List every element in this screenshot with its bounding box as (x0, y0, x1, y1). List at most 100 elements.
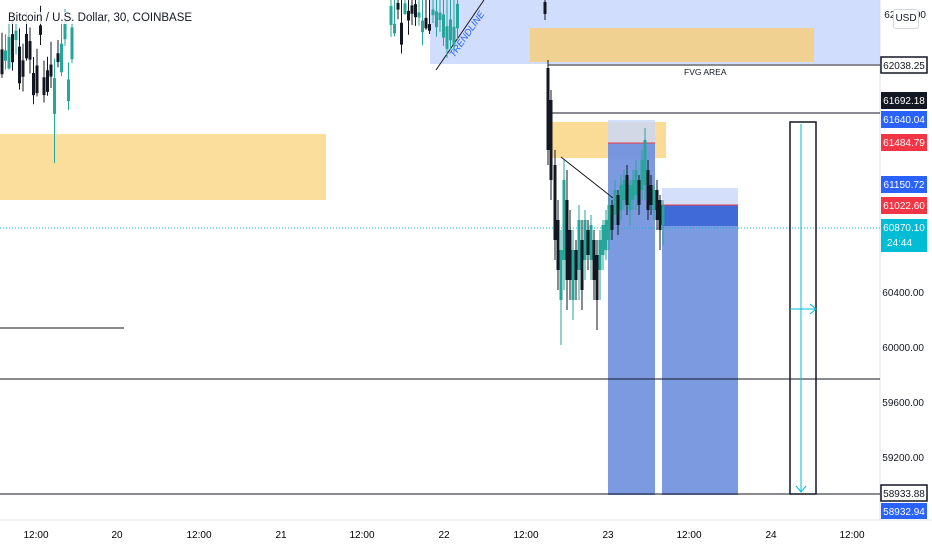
time-tick-label: 12:00 (349, 530, 374, 541)
time-tick-label: 12:00 (676, 530, 701, 541)
price-label-text: 58932.94 (883, 507, 925, 518)
candle-body (424, 17, 428, 29)
position-2-target-zone[interactable] (662, 205, 738, 495)
candle-body (613, 190, 617, 215)
candle-body (643, 140, 647, 185)
candle-body (11, 34, 14, 63)
price-tick-label: 60400.00 (882, 288, 924, 299)
candle-body (640, 160, 644, 190)
candle-body (21, 60, 25, 77)
price-label-58933 (880, 484, 928, 502)
candle-body (438, 12, 442, 20)
price-label-text: 61692.18 (883, 96, 925, 107)
candle-body (18, 46, 21, 84)
candle-body (56, 53, 60, 62)
candle-body (546, 68, 550, 150)
price-label-61484 (881, 134, 927, 151)
candle-body (407, 10, 410, 21)
price-label-58932 (881, 503, 927, 519)
fvg-orange-zone[interactable] (530, 28, 814, 62)
price-label-text: 60870.10 (883, 223, 925, 234)
candle-body (35, 65, 39, 94)
price-label-text: 61022.60 (883, 201, 925, 212)
price-label-text: 62038.25 (883, 61, 925, 72)
candle-body (70, 27, 74, 60)
position-2-stop-zone[interactable] (662, 188, 738, 206)
time-tick-label: 20 (111, 530, 123, 541)
candle-body (610, 205, 614, 230)
price-label-current (881, 219, 927, 252)
candle-body (577, 220, 581, 270)
candle-body (601, 225, 605, 255)
candle-body (39, 25, 42, 35)
countdown-label: 24:44 (887, 238, 912, 249)
candle-body (622, 180, 626, 200)
candle-body (449, 19, 452, 41)
candle-body (4, 50, 7, 61)
candle-body (637, 180, 641, 205)
candle-body (646, 170, 650, 210)
candle-body (556, 220, 560, 270)
candle-body (442, 14, 445, 38)
candle-body (0, 49, 4, 75)
currency-button[interactable]: USD (893, 9, 919, 29)
candle-body (393, 23, 396, 34)
time-tick-label: 21 (275, 530, 287, 541)
candle-body (49, 64, 53, 77)
price-label-61150 (881, 176, 927, 193)
candle-body (410, 5, 414, 14)
candle-body (592, 240, 596, 280)
candle-body (595, 255, 599, 300)
candle-body (589, 225, 593, 260)
price-tick-label: 60000.00 (882, 343, 924, 354)
candle-body (400, 22, 403, 45)
price-label-61692 (881, 92, 927, 109)
candle-body (619, 185, 623, 210)
time-tick-label: 12:00 (23, 530, 48, 541)
candle-body (452, 26, 456, 45)
projection-box[interactable] (789, 121, 817, 495)
candle-body (403, 3, 407, 14)
price-tick-label: 59600.00 (882, 398, 924, 409)
time-tick-label: 12:00 (839, 530, 864, 541)
candle-body (32, 73, 35, 96)
price-label-text: 61484.79 (883, 138, 925, 149)
candle-body (417, 12, 421, 18)
candle-body (655, 190, 659, 220)
candle-body (553, 165, 557, 240)
candle-body (562, 180, 566, 260)
candle-body (598, 240, 602, 270)
candle-body (574, 250, 578, 280)
symbol-title[interactable]: Bitcoin / U.S. Dollar, 30, COINBASE (6, 12, 195, 24)
demand-zone-left[interactable] (0, 134, 326, 200)
candle-body (634, 170, 638, 195)
price-label-61640 (881, 111, 927, 128)
candle-body (53, 78, 56, 114)
trendline[interactable] (435, 0, 485, 71)
candle-body (46, 70, 49, 92)
candle-body (559, 250, 563, 300)
small-trendline[interactable] (560, 156, 614, 199)
price-label-62038 (880, 56, 928, 74)
candle-body (628, 185, 632, 210)
candle-body (549, 100, 553, 180)
candle-body (445, 26, 449, 49)
candle-body (25, 33, 28, 59)
candle-body (414, 4, 417, 18)
candle-body (607, 205, 611, 240)
candle-body (7, 37, 11, 69)
price-label-text: 61640.04 (883, 115, 925, 126)
candle-body (63, 20, 67, 40)
candle-body (456, 3, 459, 29)
candle-body (396, 2, 400, 10)
candle-body (435, 11, 438, 28)
candle-body (421, 20, 424, 33)
candle-body (625, 175, 629, 205)
candle-body (428, 24, 431, 31)
price-label-61022 (881, 197, 927, 214)
time-tick-label: 12:00 (186, 530, 211, 541)
position-2-entry-block (662, 205, 738, 226)
candle-body (661, 205, 665, 225)
